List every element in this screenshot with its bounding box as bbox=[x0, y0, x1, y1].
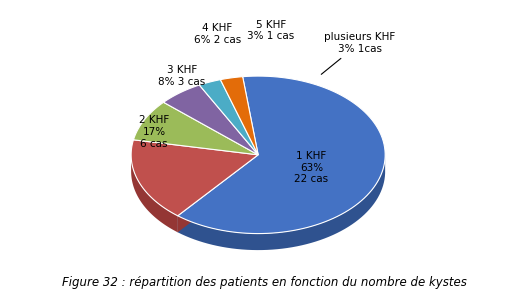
Text: 3 KHF
8% 3 cas: 3 KHF 8% 3 cas bbox=[158, 65, 206, 87]
Polygon shape bbox=[178, 76, 385, 234]
Polygon shape bbox=[131, 140, 258, 216]
Polygon shape bbox=[178, 155, 258, 232]
Polygon shape bbox=[131, 155, 178, 232]
Polygon shape bbox=[163, 85, 258, 155]
Text: 2 KHF
17%
6 cas: 2 KHF 17% 6 cas bbox=[139, 115, 169, 149]
Polygon shape bbox=[133, 102, 258, 155]
Text: 5 KHF
3% 1 cas: 5 KHF 3% 1 cas bbox=[247, 20, 295, 41]
Text: plusieurs KHF
3% 1cas: plusieurs KHF 3% 1cas bbox=[321, 32, 395, 74]
Text: Figure 32 : répartition des patients en fonction du nombre de kystes: Figure 32 : répartition des patients en … bbox=[62, 276, 467, 289]
Polygon shape bbox=[178, 155, 258, 232]
Text: 4 KHF
6% 2 cas: 4 KHF 6% 2 cas bbox=[194, 23, 241, 45]
Polygon shape bbox=[178, 157, 385, 250]
Polygon shape bbox=[221, 77, 258, 155]
Polygon shape bbox=[199, 80, 258, 155]
Text: 1 KHF
63%
22 cas: 1 KHF 63% 22 cas bbox=[295, 151, 329, 184]
